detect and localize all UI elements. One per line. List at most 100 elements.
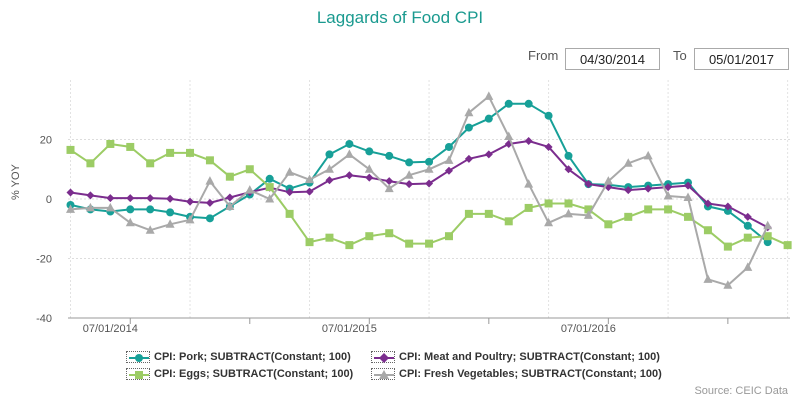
data-point-eggs bbox=[166, 148, 175, 157]
data-point-meat bbox=[624, 186, 633, 195]
data-point-eggs bbox=[504, 217, 513, 226]
data-point-meat bbox=[684, 181, 693, 190]
data-point-eggs bbox=[584, 205, 593, 214]
y-tick-label: -40 bbox=[36, 313, 52, 325]
data-point-meat bbox=[644, 184, 653, 193]
data-point-eggs bbox=[186, 148, 195, 157]
data-point-eggs bbox=[444, 232, 453, 241]
data-point-pork bbox=[504, 99, 513, 108]
data-point-veg bbox=[763, 220, 773, 230]
data-point-eggs bbox=[544, 199, 553, 208]
data-point-veg bbox=[66, 204, 75, 213]
data-point-eggs bbox=[763, 232, 772, 241]
data-point-meat bbox=[405, 180, 414, 189]
legend-swatch-veg bbox=[371, 368, 395, 380]
data-point-veg bbox=[125, 217, 135, 227]
data-point-meat bbox=[544, 142, 553, 151]
legend-swatch-pork bbox=[126, 351, 150, 363]
data-point-veg bbox=[504, 131, 514, 141]
data-point-meat bbox=[385, 177, 394, 186]
data-point-pork bbox=[544, 111, 553, 120]
data-point-veg bbox=[703, 274, 713, 283]
data-point-meat bbox=[205, 198, 214, 207]
data-point-eggs bbox=[405, 239, 414, 248]
data-point-eggs bbox=[385, 229, 394, 238]
data-point-meat bbox=[166, 194, 175, 203]
data-point-pork bbox=[524, 99, 533, 108]
data-point-eggs bbox=[464, 209, 473, 218]
data-point-pork bbox=[205, 214, 214, 223]
data-point-pork bbox=[265, 174, 274, 183]
data-point-veg bbox=[384, 183, 394, 193]
data-point-eggs bbox=[703, 226, 712, 235]
data-point-meat bbox=[723, 202, 732, 211]
data-point-meat bbox=[464, 154, 473, 163]
data-point-veg bbox=[324, 164, 334, 173]
legend-label-veg: CPI: Fresh Vegetables; SUBTRACT(Constant… bbox=[399, 368, 662, 380]
to-date-input[interactable]: 05/01/2017 bbox=[694, 48, 789, 70]
data-point-meat bbox=[743, 212, 752, 221]
data-point-eggs bbox=[644, 205, 653, 214]
data-point-meat bbox=[126, 194, 135, 203]
data-point-veg bbox=[743, 262, 753, 271]
data-point-veg bbox=[544, 217, 554, 227]
data-point-eggs bbox=[723, 242, 732, 251]
data-point-eggs bbox=[664, 205, 673, 214]
from-date-input[interactable]: 04/30/2014 bbox=[565, 48, 660, 70]
data-point-eggs bbox=[225, 172, 234, 181]
data-point-veg bbox=[265, 194, 275, 203]
data-point-pork bbox=[345, 139, 354, 148]
data-point-eggs bbox=[484, 209, 493, 218]
data-point-pork bbox=[166, 208, 175, 217]
data-point-eggs bbox=[743, 233, 752, 242]
data-point-veg bbox=[185, 214, 195, 224]
data-point-veg bbox=[285, 167, 295, 176]
data-point-meat bbox=[106, 194, 115, 203]
data-point-veg bbox=[245, 185, 255, 194]
data-point-veg bbox=[623, 158, 633, 167]
data-point-pork bbox=[484, 114, 493, 123]
data-point-meat bbox=[365, 173, 374, 182]
data-point-eggs bbox=[564, 199, 573, 208]
data-point-meat bbox=[146, 194, 155, 203]
data-point-meat bbox=[225, 193, 234, 202]
data-point-eggs bbox=[285, 209, 294, 218]
data-point-veg bbox=[444, 155, 454, 164]
data-point-meat bbox=[345, 171, 354, 180]
data-point-meat bbox=[186, 197, 195, 206]
chart-area: -40 -20 0 20 07/01/2014 07/01/2015 07/01/2016 bbox=[36, 80, 792, 335]
y-tick-label: 20 bbox=[40, 135, 52, 147]
data-point-eggs bbox=[106, 139, 115, 148]
data-point-meat bbox=[664, 183, 673, 192]
chart-title: Laggards of Food CPI bbox=[316, 8, 484, 27]
data-point-meat bbox=[325, 176, 334, 185]
data-point-veg bbox=[205, 176, 215, 185]
data-point-eggs bbox=[345, 241, 354, 250]
series-line-veg bbox=[70, 95, 769, 287]
source-note: Source: CEIC Data bbox=[694, 385, 788, 397]
data-point-pork bbox=[365, 147, 374, 156]
x-tick-label: 07/01/2016 bbox=[561, 323, 616, 335]
data-point-veg bbox=[145, 225, 155, 234]
data-point-eggs bbox=[265, 183, 274, 192]
data-point-meat bbox=[285, 188, 294, 197]
data-point-meat bbox=[425, 179, 434, 188]
x-tick-label: 07/01/2014 bbox=[83, 323, 138, 335]
data-point-meat bbox=[86, 191, 95, 200]
data-point-eggs bbox=[684, 212, 693, 221]
data-point-eggs bbox=[86, 159, 95, 168]
legend-swatch-eggs bbox=[126, 368, 150, 380]
data-point-veg bbox=[85, 202, 95, 212]
data-point-eggs bbox=[205, 156, 214, 165]
data-point-eggs bbox=[524, 203, 533, 212]
data-point-veg bbox=[404, 170, 414, 179]
data-point-veg bbox=[603, 176, 613, 185]
data-point-veg bbox=[364, 164, 374, 173]
data-point-meat bbox=[444, 166, 453, 175]
y-tick-label: 0 bbox=[46, 194, 52, 206]
data-point-veg bbox=[225, 201, 235, 210]
data-point-pork bbox=[126, 205, 135, 214]
data-point-meat bbox=[524, 136, 533, 145]
data-point-pork bbox=[743, 221, 752, 230]
data-point-pork bbox=[325, 150, 334, 159]
